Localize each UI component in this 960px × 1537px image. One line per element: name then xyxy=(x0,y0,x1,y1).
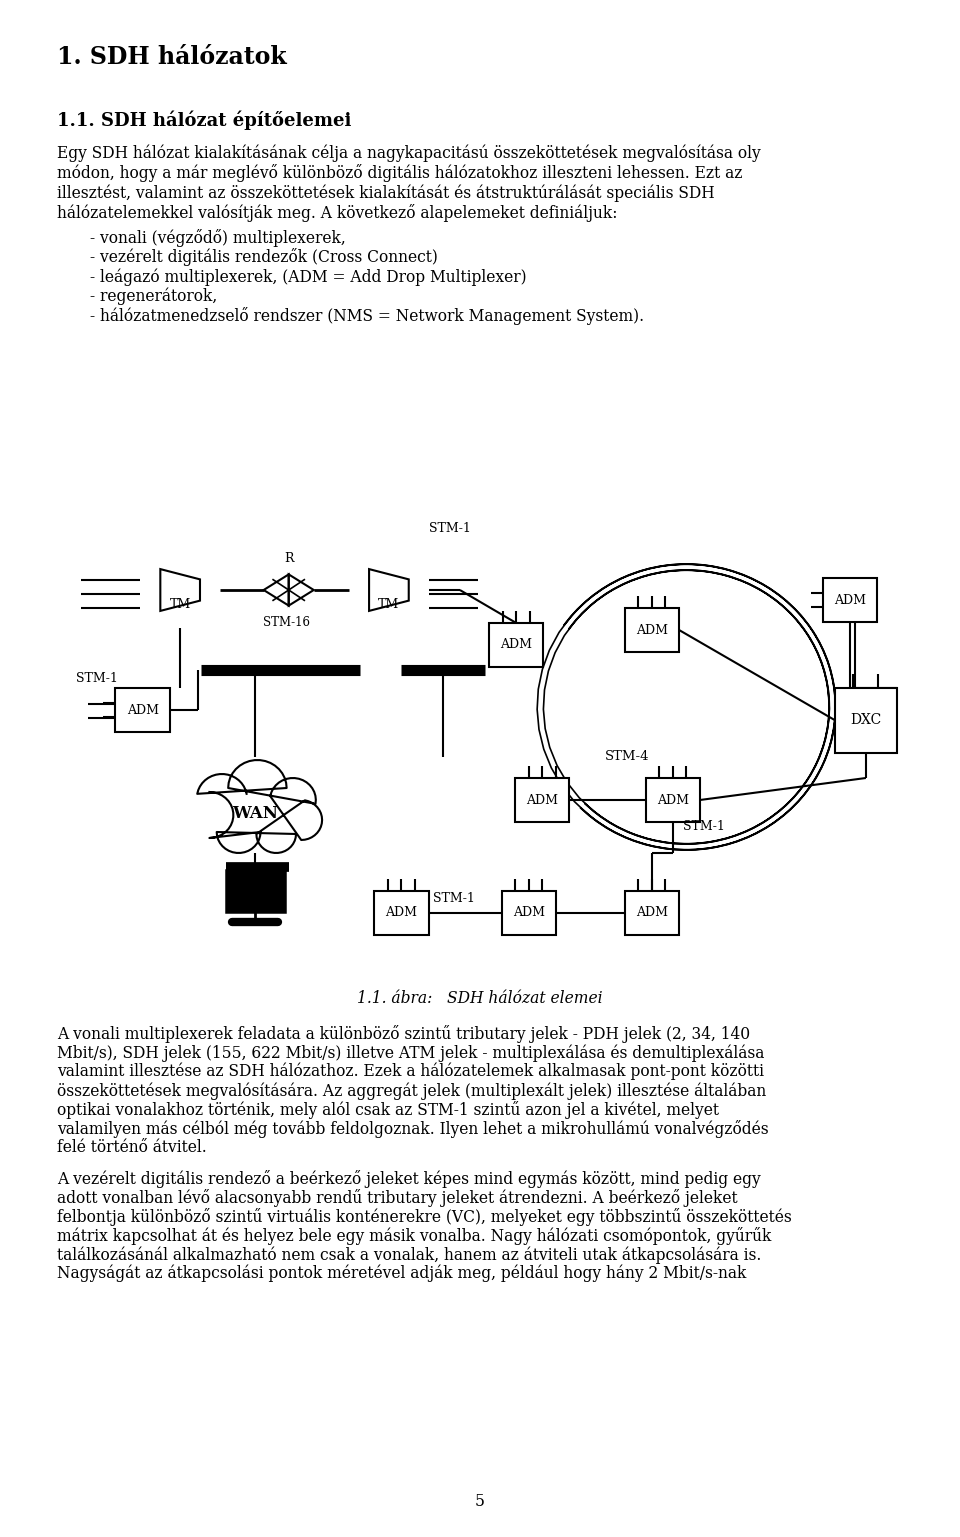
Text: A vezérelt digitális rendező a beérkező jeleket képes mind egymás között, mind p: A vezérelt digitális rendező a beérkező … xyxy=(57,1170,760,1188)
Text: 1.1. SDH hálózat építőelemei: 1.1. SDH hálózat építőelemei xyxy=(57,111,351,129)
Bar xyxy=(489,622,543,667)
Polygon shape xyxy=(197,761,323,853)
Text: STM-1: STM-1 xyxy=(433,893,474,905)
Text: - vonali (végződő) multiplexerek,: - vonali (végződő) multiplexerek, xyxy=(90,229,346,247)
Bar xyxy=(516,778,569,822)
Text: - regenerátorok,: - regenerátorok, xyxy=(90,287,217,304)
Text: DXC: DXC xyxy=(851,713,881,727)
Text: R: R xyxy=(284,552,294,564)
Text: hálózatelemekkel valósítják meg. A következő alapelemeket definiáljuk:: hálózatelemekkel valósítják meg. A követ… xyxy=(57,203,617,221)
Text: felé történő átvitel.: felé történő átvitel. xyxy=(57,1139,206,1156)
Text: ADM: ADM xyxy=(834,593,866,607)
Text: ADM: ADM xyxy=(385,907,418,919)
Text: 5: 5 xyxy=(475,1492,485,1509)
Text: STM-4: STM-4 xyxy=(605,750,650,764)
Text: TM: TM xyxy=(378,598,399,610)
Text: valamilyen más célból még tovább feldolgoznak. Ilyen lehet a mikrohullámú vonalv: valamilyen más célból még tovább feldolg… xyxy=(57,1120,769,1137)
Text: - leágazó multiplexerek, (ADM = Add Drop Multiplexer): - leágazó multiplexerek, (ADM = Add Drop… xyxy=(90,267,527,286)
Text: ADM: ADM xyxy=(526,793,559,807)
Text: mátrix kapcsolhat át és helyez bele egy másik vonalba. Nagy hálózati csomópontok: mátrix kapcsolhat át és helyez bele egy … xyxy=(57,1227,772,1245)
Text: adott vonalban lévő alacsonyabb rendű tributary jeleket átrendezni. A beérkező j: adott vonalban lévő alacsonyabb rendű tr… xyxy=(57,1190,737,1207)
Text: illesztést, valamint az összeköttetések kialakítását és átstruktúrálását speciál: illesztést, valamint az összeköttetések … xyxy=(57,184,714,201)
Text: STM-1: STM-1 xyxy=(76,672,118,684)
Text: A vonali multiplexerek feladata a különböző szintű tributary jelek - PDH jelek (: A vonali multiplexerek feladata a különb… xyxy=(57,1025,750,1044)
Text: TM: TM xyxy=(170,598,191,610)
Text: ADM: ADM xyxy=(636,907,668,919)
Bar xyxy=(646,778,700,822)
Text: STM-16: STM-16 xyxy=(263,615,310,629)
Text: STM-1: STM-1 xyxy=(428,521,470,535)
Text: felbontja különböző szintű virtuális konténerekre (VC), melyeket egy többszintű : felbontja különböző szintű virtuális kon… xyxy=(57,1208,792,1227)
Bar xyxy=(625,609,679,652)
Bar xyxy=(227,870,284,911)
Bar xyxy=(502,891,556,934)
Text: ADM: ADM xyxy=(636,624,668,636)
Text: módon, hogy a már meglévő különböző digitális hálózatokhoz illeszteni lehessen. : módon, hogy a már meglévő különböző digi… xyxy=(57,164,742,183)
Text: Egy SDH hálózat kialakításának célja a nagykapacitású összeköttetések megvalósít: Egy SDH hálózat kialakításának célja a n… xyxy=(57,144,760,163)
Text: - hálózatmenedzselő rendszer (NMS = Network Management System).: - hálózatmenedzselő rendszer (NMS = Netw… xyxy=(90,307,644,324)
Text: - vezérelt digitális rendezők (Cross Connect): - vezérelt digitális rendezők (Cross Con… xyxy=(90,249,438,266)
Text: STM-1: STM-1 xyxy=(684,821,725,833)
Text: valamint illesztése az SDH hálózathoz. Ezek a hálózatelemek alkalmasak pont-pont: valamint illesztése az SDH hálózathoz. E… xyxy=(57,1064,764,1081)
Bar xyxy=(374,891,428,934)
Text: ADM: ADM xyxy=(657,793,689,807)
Text: ADM: ADM xyxy=(127,704,158,716)
Text: ADM: ADM xyxy=(513,907,544,919)
Text: Nagyságát az átkapcsolási pontok méretével adják meg, például hogy hány 2 Mbit/s: Nagyságát az átkapcsolási pontok méretév… xyxy=(57,1265,746,1282)
Bar xyxy=(823,578,877,622)
Text: összeköttetések megvalósítására. Az aggregát jelek (multiplexált jelek) illeszté: összeköttetések megvalósítására. Az aggr… xyxy=(57,1082,766,1099)
Bar xyxy=(834,687,898,753)
Text: Mbit/s), SDH jelek (155, 622 Mbit/s) illetve ATM jelek - multiplexálása és demul: Mbit/s), SDH jelek (155, 622 Mbit/s) ill… xyxy=(57,1044,764,1062)
Text: 1. SDH hálózatok: 1. SDH hálózatok xyxy=(57,45,287,69)
Bar xyxy=(625,891,679,934)
Text: ADM: ADM xyxy=(500,638,532,652)
Text: találkozásánál alkalmazható nem csak a vonalak, hanem az átviteli utak átkapcsol: találkozásánál alkalmazható nem csak a v… xyxy=(57,1247,761,1263)
Text: 1.1. ábra:   SDH hálózat elemei: 1.1. ábra: SDH hálózat elemei xyxy=(357,990,603,1007)
Bar xyxy=(115,689,170,732)
Text: WAN: WAN xyxy=(232,804,278,821)
Text: optikai vonalakhoz történik, mely alól csak az STM-1 szintű azon jel a kivétel, : optikai vonalakhoz történik, mely alól c… xyxy=(57,1100,719,1119)
